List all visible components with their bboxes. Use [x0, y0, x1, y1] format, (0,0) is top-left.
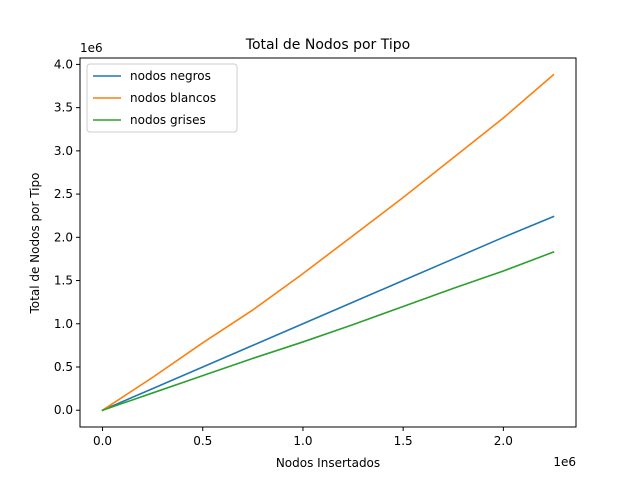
- y-tick-label: 0.0: [54, 403, 73, 417]
- x-offset-label: 1e6: [553, 455, 576, 469]
- y-tick-label: 1.5: [54, 274, 73, 288]
- y-axis-ticks: 0.0 0.5 1.0 1.5 2.0 2.5 3.0 3.5 4.0: [54, 57, 80, 417]
- legend: nodos negros nodos blancos nodos grises: [86, 63, 238, 133]
- y-tick-label: 4.0: [54, 57, 73, 71]
- x-tick-label: 1.5: [394, 434, 413, 448]
- legend-entry-label: nodos blancos: [130, 91, 216, 105]
- chart-title: Total de Nodos por Tipo: [245, 37, 410, 53]
- y-tick-label: 2.5: [54, 187, 73, 201]
- y-tick-label: 3.5: [54, 101, 73, 115]
- x-tick-label: 2.0: [494, 434, 513, 448]
- series-line-nodos-blancos: [101, 73, 555, 412]
- y-tick-label: 2.0: [54, 230, 73, 244]
- series-line-nodos-grises: [101, 250, 555, 412]
- x-tick-label: 1.0: [293, 434, 312, 448]
- x-axis-ticks: 0.0 0.5 1.0 1.5 2.0: [93, 427, 513, 448]
- y-tick-label: 3.0: [54, 144, 73, 158]
- legend-entry-label: nodos negros: [130, 69, 211, 83]
- y-offset-label: 1e6: [80, 41, 103, 55]
- x-axis-label: Nodos Insertados: [276, 456, 380, 470]
- y-tick-label: 0.5: [54, 360, 73, 374]
- y-tick-label: 1.0: [54, 317, 73, 331]
- series-line-nodos-negros: [101, 215, 555, 412]
- x-tick-label: 0.0: [93, 434, 112, 448]
- legend-entry-label: nodos grises: [130, 113, 206, 127]
- axes-frame: [79, 57, 577, 428]
- x-tick-label: 0.5: [193, 434, 212, 448]
- y-axis-label: Total de Nodos por Tipo: [28, 173, 42, 315]
- legend-box: [86, 63, 238, 133]
- series-layer: [101, 73, 555, 412]
